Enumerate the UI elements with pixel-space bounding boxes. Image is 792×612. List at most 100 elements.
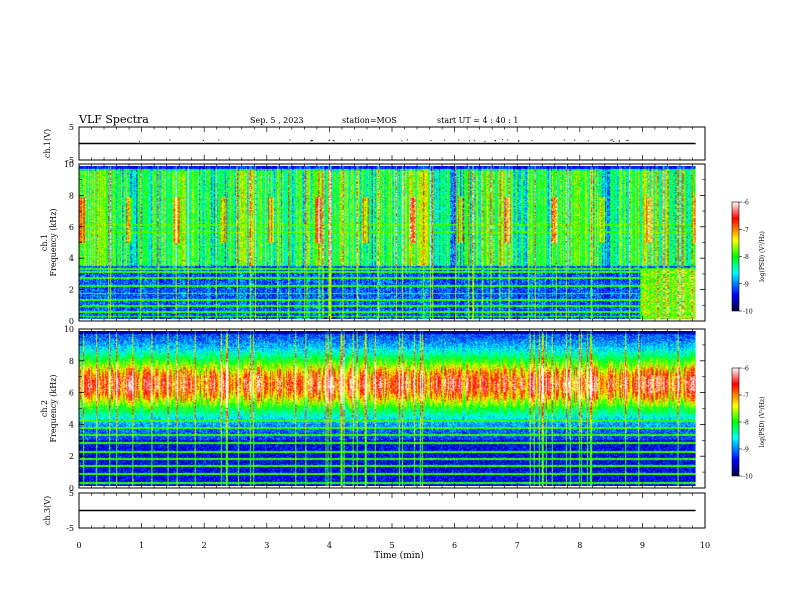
colorbar-gradient	[731, 201, 740, 312]
date-label: Sep. 5 , 2023	[250, 116, 304, 125]
ch1-waveform-panel: 5 -5 ch.1(V)	[43, 123, 706, 165]
y-tick-label: 5	[69, 489, 74, 498]
waveform-noise	[349, 139, 351, 141]
x-tick-label: 7	[515, 541, 520, 550]
y-tick-label: 6	[69, 223, 74, 232]
y-axis-label: ch.1(V)	[43, 129, 52, 158]
y-tick-label: 8	[69, 191, 74, 200]
y-axis-label-channel: ch.1	[40, 234, 49, 251]
waveform-noise	[518, 140, 520, 142]
x-tick-label: 6	[452, 541, 457, 550]
waveform-noise	[531, 140, 533, 142]
waveform-noise	[328, 139, 330, 141]
x-tick-label: 9	[640, 541, 645, 550]
x-tick-label: 10	[700, 541, 710, 550]
ch1-spectrogram-image	[79, 166, 696, 319]
waveform-noise	[501, 139, 503, 141]
waveform-noise	[574, 139, 576, 141]
ch1-colorbar: -6 -7 -8 -9 -10 log(PSD) (V²/Hz)	[731, 200, 766, 316]
waveform-noise	[333, 140, 335, 142]
waveform-noise	[611, 139, 613, 141]
y-tick-label: 4	[69, 254, 74, 263]
waveform-noise	[202, 140, 204, 142]
waveform-noise	[619, 140, 621, 142]
y-tick-label: 2	[69, 452, 74, 461]
y-tick-label: -5	[66, 524, 74, 533]
colorbar-tick-label: -7	[743, 227, 749, 234]
waveform-noise	[218, 139, 220, 141]
ch2-colorbar: -6 -7 -8 -9 -10 log(PSD) (V²/Hz)	[731, 366, 766, 481]
colorbar-label: log(PSD) (V²/Hz)	[759, 231, 766, 282]
y-tick-label: 8	[69, 357, 74, 366]
y-tick-label: 0	[69, 317, 74, 326]
waveform-noise	[401, 140, 403, 142]
waveform-noise	[406, 139, 408, 141]
waveform-noise	[289, 139, 291, 141]
x-tick-label: 1	[139, 541, 144, 550]
colorbar-tick-label: -8	[743, 254, 749, 261]
waveform-noise	[468, 140, 470, 142]
waveform-noise	[311, 140, 313, 142]
y-axis-label-channel: ch.2	[40, 400, 49, 417]
waveform-noise	[494, 139, 496, 141]
colorbar-tick-label: -10	[743, 309, 753, 316]
waveform-noise	[484, 140, 486, 142]
waveform-noise	[613, 140, 615, 142]
waveform-noise	[361, 139, 363, 141]
x-tick-label: 4	[327, 541, 332, 550]
x-tick-label: 0	[76, 541, 81, 550]
colorbar-tick-label: -8	[743, 420, 749, 427]
waveform-noise	[627, 139, 629, 141]
figure-title: VLF Spectra	[78, 113, 149, 126]
y-tick-label: -5	[66, 156, 74, 165]
ch1-spectrogram-panel: 0 2 4 6 8 10 ch.1 Frequency (kHz)	[40, 160, 706, 326]
colorbar-tick-label: -9	[743, 447, 749, 454]
y-tick-label: 6	[69, 389, 74, 398]
colorbar-tick-label: -6	[743, 366, 749, 373]
colorbar-label: log(PSD) (V²/Hz)	[759, 397, 766, 448]
waveform-noise	[610, 139, 612, 141]
y-axis-label-frequency: Frequency (kHz)	[49, 374, 58, 442]
y-tick-label: 4	[69, 420, 74, 429]
start-time-label: start UT = 4 : 40 : 1	[437, 116, 518, 125]
y-tick-label: 2	[69, 286, 74, 295]
waveform-noise	[587, 140, 589, 142]
waveform-noise	[332, 139, 334, 141]
y-tick-label: 10	[64, 325, 74, 334]
waveform-noise	[310, 140, 312, 142]
waveform-noise	[358, 139, 360, 141]
waveform-noise	[430, 140, 432, 142]
colorbar-gradient	[731, 367, 740, 477]
station-label: station=MOS	[342, 116, 397, 125]
waveform-noise	[169, 139, 171, 141]
y-tick-label: 0	[69, 484, 74, 493]
colorbar-tick-label: -6	[743, 200, 749, 207]
ch2-spectrogram-image	[79, 331, 696, 486]
waveform-noise	[310, 139, 312, 141]
waveform-noise	[518, 140, 520, 142]
y-axis-label-frequency: Frequency (kHz)	[49, 208, 58, 276]
x-tick-label: 2	[202, 541, 207, 550]
waveform-noise	[626, 140, 628, 142]
waveform-noise	[444, 139, 446, 141]
waveform-noise	[329, 139, 331, 141]
waveform-noise	[507, 139, 509, 141]
waveform-noise	[458, 139, 460, 141]
x-tick-label: 5	[389, 541, 394, 550]
y-tick-label: 5	[69, 123, 74, 132]
time-axis: 0 1 2 3 4 5 6 7 8 9 10	[76, 541, 710, 550]
colorbar-tick-label: -10	[743, 474, 753, 481]
waveform-noise	[563, 139, 565, 141]
x-tick-label: 3	[264, 541, 269, 550]
y-axis-label: ch.3(V)	[43, 496, 52, 525]
waveform-noise	[139, 140, 141, 142]
ch2-spectrogram-panel: 0 2 4 6 8 10 ch.2 Frequency (kHz)	[40, 325, 706, 493]
x-axis-label: Time (min)	[374, 550, 424, 561]
x-tick-label: 8	[577, 541, 582, 550]
colorbar-tick-label: -9	[743, 281, 749, 288]
y-tick-label: 10	[64, 160, 74, 169]
ch3-waveform-panel: 5 -5 ch.3(V)	[43, 489, 706, 533]
colorbar-tick-label: -7	[743, 393, 749, 400]
waveform-noise	[473, 140, 475, 142]
